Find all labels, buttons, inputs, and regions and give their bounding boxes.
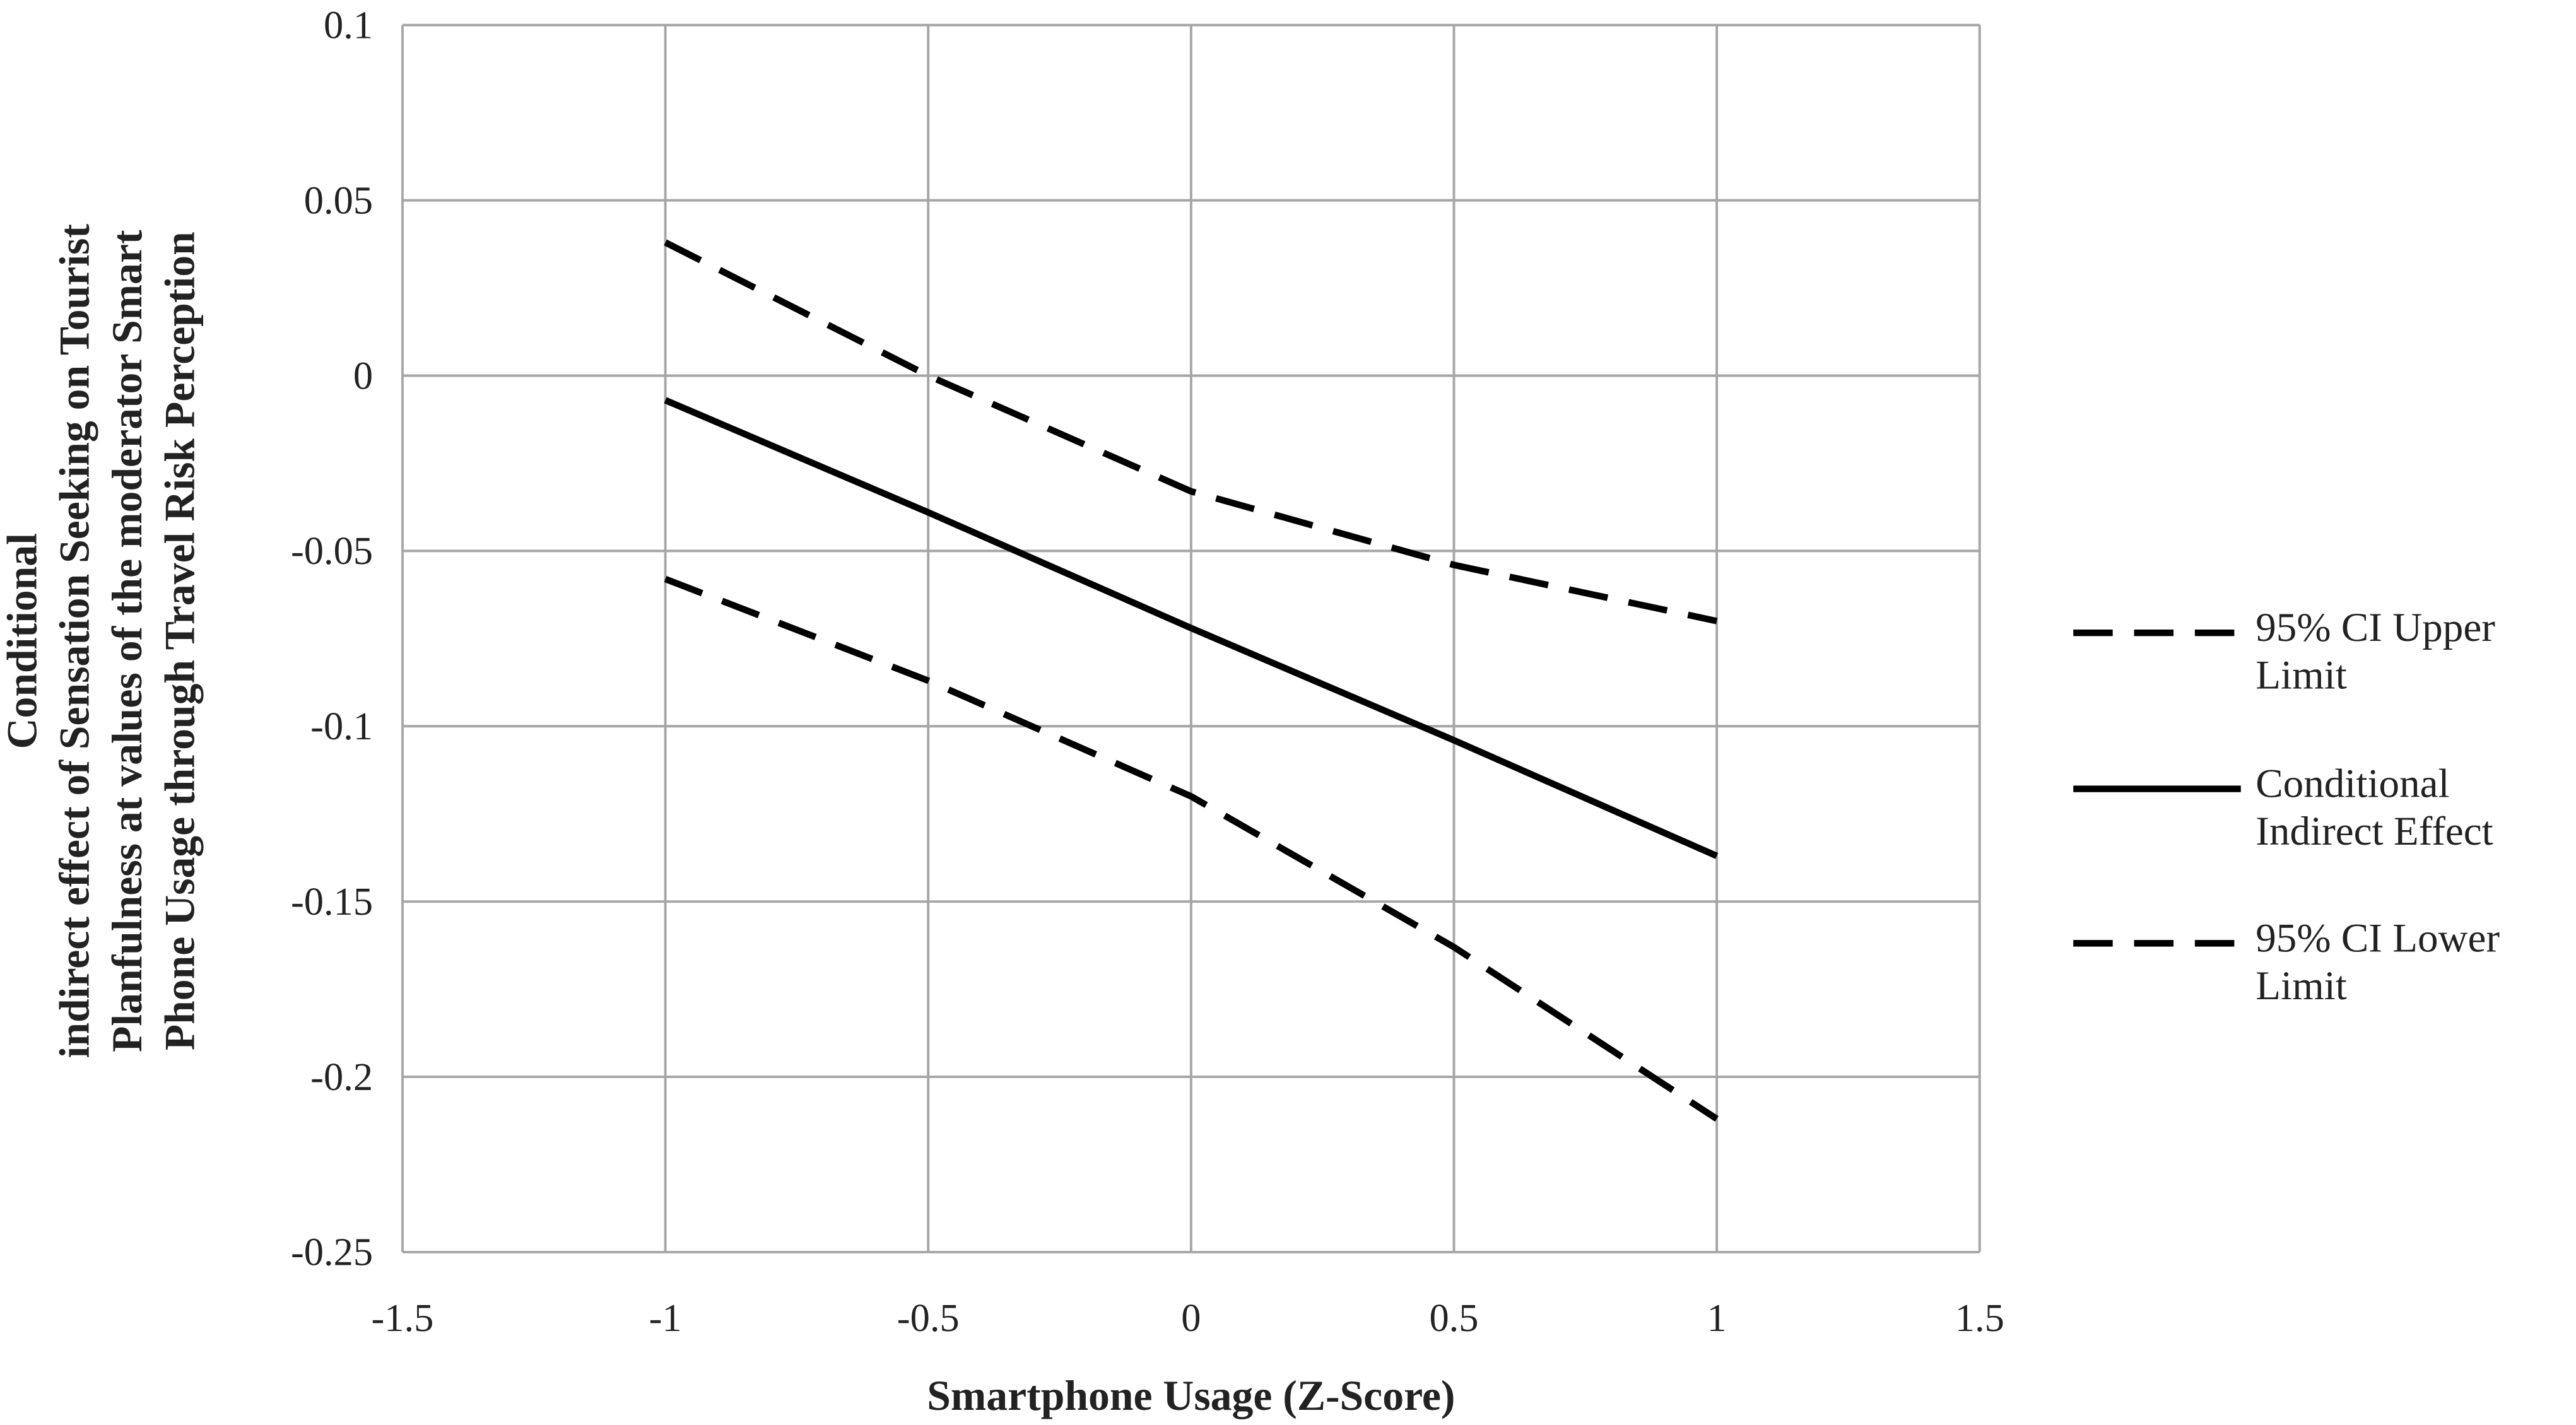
y-tick-label: -0.05 [291,529,373,573]
y-tick-label: -0.2 [310,1055,373,1099]
y-tick-label: -0.15 [291,879,373,924]
x-tick-label: 1.5 [1955,1296,2004,1340]
x-tick-label: -1 [649,1296,682,1340]
legend-label: Conditional Indirect Effect [2255,762,2493,855]
y-axis-label-line: Planfulness at values of the moderator S… [103,230,151,1052]
y-axis-label-line: indirect effect of Sensation Seeking on … [51,224,98,1058]
x-tick-label: 0.5 [1429,1296,1478,1340]
legend-entry: Conditional Indirect Effect [2255,762,2493,855]
legend-entry: 95% CI Lower Limit [2255,917,2500,1009]
y-axis-label-line: Conditional [0,533,45,749]
y-tick-label: 0.1 [324,3,373,47]
y-axis-label-line: Phone Usage through Travel Risk Percepti… [156,232,203,1050]
y-tick-label: -0.1 [310,704,373,748]
x-axis-label: Smartphone Usage (Z-Score) [927,1372,1455,1419]
x-tick-label: 0 [1181,1296,1201,1340]
y-tick-label: 0.05 [304,178,373,222]
line [664,239,1718,625]
y-axis-label: Conditional indirect effect of Sensation … [0,224,203,1058]
line [664,575,1719,1122]
x-tick-label: 1 [1707,1296,1727,1340]
line [664,397,1719,859]
x-tick-label: -1.5 [372,1296,434,1340]
legend-label: 95% CI Upper Limit [2255,606,2495,699]
y-tick-label: -0.25 [291,1230,373,1274]
legend-label: 95% CI Lower Limit [2255,917,2500,1009]
legend-entry: 95% CI Upper Limit [2255,606,2495,699]
y-tick-label: 0 [353,353,373,397]
x-tick-label: -0.5 [897,1296,960,1340]
